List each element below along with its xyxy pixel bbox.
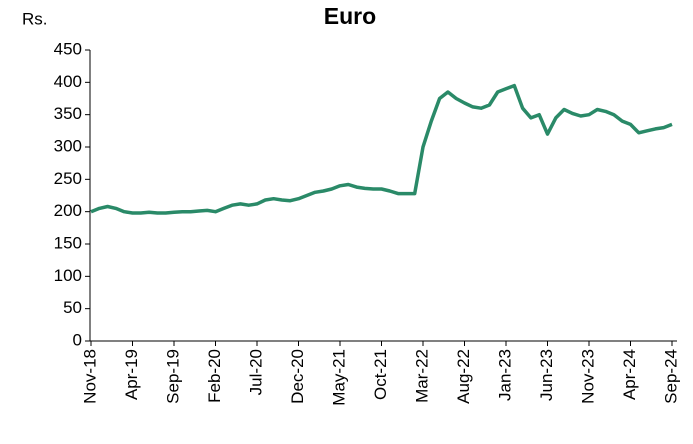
y-tick-label: 400 — [54, 72, 82, 91]
x-tick-label: Jun-23 — [537, 349, 556, 401]
y-tick-label: 0 — [73, 330, 82, 349]
x-tick-label: Jan-23 — [495, 349, 514, 401]
y-tick-label: 450 — [54, 39, 82, 58]
y-tick-label: 300 — [54, 136, 82, 155]
y-tick-label: 200 — [54, 201, 82, 220]
x-tick-label: Sep-24 — [661, 349, 680, 404]
y-tick-label: 150 — [54, 233, 82, 252]
x-tick-label: Apr-24 — [620, 349, 639, 400]
x-tick-label: Apr-19 — [122, 349, 141, 400]
x-tick-label: Dec-20 — [288, 349, 307, 404]
y-tick-label: 50 — [63, 298, 82, 317]
x-tick-label: Aug-22 — [454, 349, 473, 404]
x-tick-label: Sep-19 — [163, 349, 182, 404]
x-tick-label: Oct-21 — [371, 349, 390, 400]
line — [90, 83, 673, 215]
x-tick-label: Nov-23 — [578, 349, 597, 404]
x-tick-label: Feb-20 — [205, 349, 224, 403]
x-tick-label: Nov-18 — [80, 349, 99, 404]
y-tick-label: 350 — [54, 104, 82, 123]
y-axis-label: Rs. — [22, 9, 48, 28]
x-tick-label: Mar-22 — [412, 349, 431, 403]
chart-title: Euro — [324, 3, 376, 29]
x-tick-label: Jul-20 — [246, 349, 265, 395]
y-tick-label: 100 — [54, 266, 82, 285]
x-tick-label: May-21 — [329, 349, 348, 406]
y-tick-label: 250 — [54, 169, 82, 188]
